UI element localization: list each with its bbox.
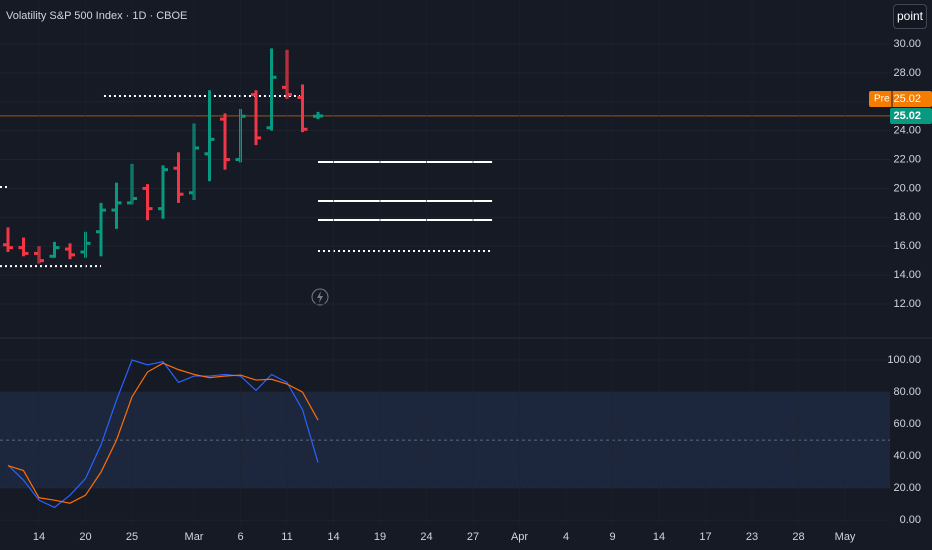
point-button[interactable]: point xyxy=(893,4,927,29)
y-tick-label: 14.00 xyxy=(893,269,921,281)
x-tick-label: 9 xyxy=(609,531,615,543)
y-tick-label: 40.00 xyxy=(893,450,921,462)
y-tick-label: 12.00 xyxy=(893,298,921,310)
x-tick-label: 28 xyxy=(792,531,804,543)
alert-icon xyxy=(311,288,329,306)
x-tick-label: 24 xyxy=(420,531,432,543)
x-tick-label: 6 xyxy=(237,531,243,543)
pre-price-box xyxy=(869,90,932,107)
x-tick-label: Apr xyxy=(511,531,528,543)
y-tick-label: 30.00 xyxy=(893,38,921,50)
y-tick-label: 20.00 xyxy=(893,182,921,194)
y-tick-label: 20.00 xyxy=(893,482,921,494)
x-tick-label: 27 xyxy=(467,531,479,543)
x-tick-label: 20 xyxy=(79,531,91,543)
x-tick-label: May xyxy=(835,531,856,543)
y-tick-label: 18.00 xyxy=(893,211,921,223)
y-tick-label: 28.00 xyxy=(893,67,921,79)
pre-price-label: 25.02 xyxy=(893,93,921,105)
pre-label: Pre xyxy=(874,94,890,105)
y-tick-label: 16.00 xyxy=(893,240,921,252)
chart-title: Volatility S&P 500 Index · 1D · CBOE xyxy=(6,10,187,22)
x-tick-label: 4 xyxy=(563,531,569,543)
y-tick-label: 24.00 xyxy=(893,125,921,137)
y-tick-label: 100.00 xyxy=(887,354,921,366)
last-price-label: 25.02 xyxy=(893,110,921,122)
last-price-box xyxy=(890,107,932,124)
x-tick-label: 19 xyxy=(374,531,386,543)
x-tick-label: 14 xyxy=(653,531,665,543)
y-tick-label: 60.00 xyxy=(893,418,921,430)
x-tick-label: 14 xyxy=(33,531,45,543)
x-tick-label: 14 xyxy=(327,531,339,543)
x-tick-label: 11 xyxy=(281,531,292,543)
x-tick-label: 23 xyxy=(746,531,758,543)
stoch-line xyxy=(7,362,319,504)
x-tick-label: 25 xyxy=(126,531,138,543)
x-tick-label: 17 xyxy=(699,531,711,543)
y-tick-label: 22.00 xyxy=(893,153,921,165)
y-tick-label: 80.00 xyxy=(893,386,921,398)
x-tick-label: Mar xyxy=(185,531,204,543)
y-tick-label: 0.00 xyxy=(900,514,921,526)
